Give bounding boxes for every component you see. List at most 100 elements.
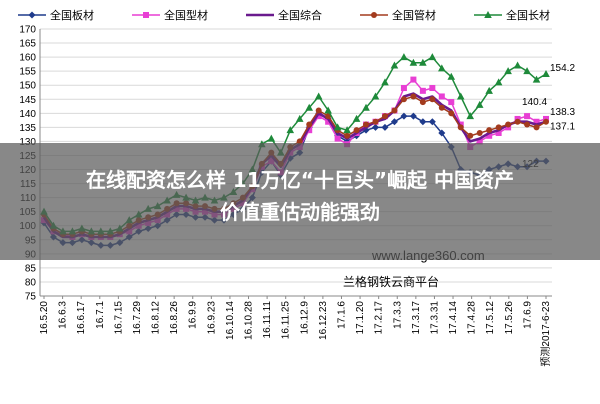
legend-label: 全国长材 [506,8,550,22]
x-tick-label: 17.5.12 [485,301,496,335]
y-tick-label: 130 [19,137,36,148]
x-tick-label: 16.7.29 [132,301,143,335]
data-point [438,93,445,100]
data-point [486,127,493,134]
data-point [315,113,322,120]
data-point [409,58,418,66]
data-point [533,124,540,131]
data-point [324,106,332,114]
data-point [362,103,370,111]
data-point [467,132,474,139]
data-point [438,129,446,137]
data-point [390,61,399,69]
legend-item: 全国管材 [360,8,436,22]
x-tick-label: 17.1.20 [355,301,366,335]
end-label: 138.3 [550,107,575,118]
end-label: 137.1 [550,122,575,133]
legend-label: 全国管材 [392,8,436,22]
data-point [353,127,360,134]
x-tick-label: 16.12.9 [299,301,310,335]
x-tick-label: 17.4.28 [467,301,478,335]
x-tick-label: 16.9.9 [188,301,199,329]
data-point [486,132,493,139]
data-point [419,58,427,66]
legend-label: 全国板材 [50,8,94,22]
data-point [371,92,380,100]
x-tick-label: 16.12.23 [318,301,329,340]
legend: 全国板材 全国型材 全国综合 全国管材 全国长材 [18,8,550,22]
data-point [456,92,465,100]
data-point [494,78,503,86]
y-tick-label: 160 [19,53,36,64]
y-tick-label: 165 [19,39,36,50]
y-tick-label: 140 [19,109,36,120]
data-point [410,76,417,83]
data-point [533,118,540,125]
data-point [400,112,408,120]
y-tick-label: 150 [19,81,36,92]
data-point [306,127,313,134]
x-tick-label: 16.5.20 [39,301,50,335]
data-point [333,123,342,131]
data-point [484,11,492,18]
data-point [267,134,276,142]
data-point [344,132,351,139]
data-point [419,118,427,126]
data-point [306,121,313,128]
data-point [381,123,389,131]
data-point [495,129,502,136]
y-tick-label: 135 [19,123,36,134]
x-tick-label: 16.10.14 [225,301,236,340]
data-point [409,112,417,120]
data-point [372,118,379,125]
data-point [343,126,351,134]
legend-item: 全国型材 [132,8,208,22]
data-point [28,11,36,19]
data-point [504,67,512,75]
data-point [314,92,323,100]
data-point [438,104,445,111]
x-tick-label: 预测2017-6-23 [539,301,552,367]
data-point [495,124,502,131]
data-point [428,118,436,126]
data-point [524,121,531,128]
headline-line-2: 价值重估动能强劲 [220,200,380,224]
x-tick-label: 16.7.1 [95,301,106,329]
data-point [372,123,380,131]
x-tick-label: 17.3.3 [392,301,403,329]
data-point [448,99,455,106]
x-tick-label: 17.3.31 [429,301,440,335]
data-point [476,138,483,145]
data-point [419,87,426,94]
data-point [390,118,398,126]
y-tick-label: 85 [25,263,37,274]
x-tick-label: 16.11.11 [262,301,273,339]
data-point [476,129,483,136]
x-axis-ticks: 16.5.20 16.6.3 16.6.17 16.7.1 16.7.15 16.7.29… [39,301,552,367]
legend-label: 全国综合 [278,8,322,22]
y-tick-label: 170 [19,25,36,36]
data-point [429,96,436,103]
data-point [419,99,426,106]
data-point [524,113,531,120]
data-point [532,75,541,83]
data-point [523,67,531,75]
data-point [410,93,417,100]
data-point [457,124,464,131]
data-point [381,113,388,120]
x-tick-label: 17.2.17 [374,301,385,335]
headline-text[interactable]: 在线配资怎么样 11万亿“十巨头”崛起 中国资产 价值重估动能强劲 [0,164,600,228]
y-tick-label: 145 [19,95,36,106]
data-point [428,53,437,61]
x-tick-label: 16.8.12 [151,301,162,335]
legend-item: 全国板材 [18,8,94,22]
x-tick-label: 17.1.6 [336,301,347,329]
data-point [305,103,314,111]
headline-overlay [0,143,600,260]
data-point [438,64,446,72]
data-point [475,100,484,108]
watermark-name: 兰格钢铁云商平台 [343,275,440,289]
data-point [143,12,149,18]
data-point [362,126,370,134]
annotation-label: 140.4 [522,97,547,108]
